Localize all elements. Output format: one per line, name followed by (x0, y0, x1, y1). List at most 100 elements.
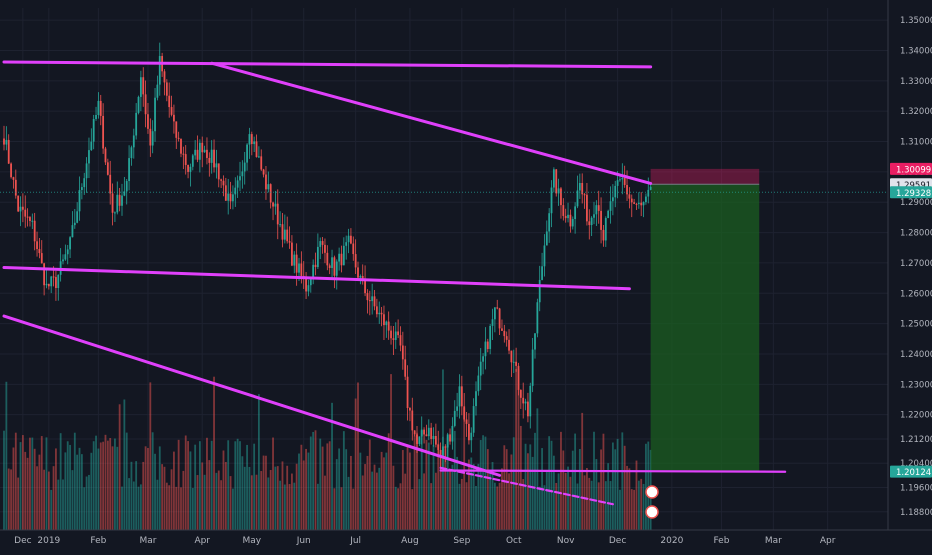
volume-bar (597, 482, 600, 530)
event-marker[interactable] (645, 505, 659, 519)
candle-body (78, 190, 81, 212)
volume-bar (527, 453, 529, 530)
candle-body (17, 195, 20, 212)
candle-body (142, 77, 145, 95)
price-tick-label: 1.23000 (900, 380, 932, 390)
candle-body (276, 203, 279, 225)
volume-bar (5, 381, 8, 530)
volume-bar (357, 382, 359, 530)
volume-bar (387, 433, 390, 530)
stop-loss-zone[interactable] (650, 168, 760, 185)
candle-body (366, 293, 369, 301)
volume-bar (99, 442, 102, 530)
candle-body (590, 217, 593, 226)
candle-body (106, 162, 109, 175)
candle-body (335, 261, 338, 276)
candle-body (288, 241, 291, 243)
volume-bar (331, 402, 333, 530)
volume-bar (121, 486, 123, 530)
candle-body (265, 174, 267, 190)
volume-bar (305, 448, 307, 530)
candle-body (232, 194, 234, 202)
candle-body (50, 276, 53, 287)
volume-bar (191, 488, 194, 530)
trendline[interactable] (439, 466, 614, 506)
trendline[interactable] (2, 314, 502, 477)
candle-body (475, 391, 477, 407)
volume-bar (609, 481, 612, 530)
candle-body (170, 107, 173, 115)
volume-bar (57, 479, 60, 530)
volume-bar (165, 482, 168, 530)
volume-bar (14, 432, 17, 530)
candle-body (434, 435, 437, 445)
volume-bar (505, 449, 508, 530)
volume-bar (328, 441, 331, 530)
candle-body (189, 166, 192, 172)
price-tick-label: 1.26000 (900, 289, 932, 299)
candle-body (411, 410, 414, 431)
volume-bar (562, 450, 565, 530)
candle-body (121, 195, 123, 206)
volume-bar (29, 437, 31, 530)
volume-bar (132, 481, 135, 530)
volume-bar (279, 480, 282, 530)
candle-body (76, 211, 79, 223)
volume-bar (21, 435, 24, 530)
price-badge-label: 1.29328 (896, 189, 931, 199)
volume-bar (26, 457, 29, 530)
candle-body (102, 115, 105, 149)
candle-body (383, 314, 385, 326)
trendline[interactable] (439, 469, 787, 473)
candle-body (57, 274, 60, 289)
volume-bar (217, 470, 220, 530)
candle-body (109, 174, 112, 194)
candle-body (420, 429, 423, 437)
volume-bar (437, 443, 440, 530)
volume-bar (496, 486, 499, 530)
volume-bar (475, 485, 477, 530)
volume-bar (385, 452, 388, 530)
volume-bar (194, 444, 197, 530)
volume-bar (545, 471, 548, 530)
volume-bar (590, 480, 593, 530)
volume-bar (55, 448, 57, 530)
volume-bar (567, 466, 569, 530)
volume-bar (368, 439, 371, 530)
trendline[interactable] (210, 61, 653, 185)
price-badge-label: 1.20124 (896, 468, 931, 478)
volume-bar (293, 482, 296, 530)
take-profit-zone[interactable] (650, 184, 760, 472)
candle-body (165, 82, 168, 96)
price-scale[interactable] (888, 0, 932, 550)
price-badge (890, 465, 932, 478)
candle-body (574, 206, 577, 220)
volume-bar (173, 451, 175, 530)
price-tick-label: 1.31000 (900, 138, 932, 148)
price-tick-label: 1.27000 (900, 259, 932, 269)
volume-bar (109, 438, 112, 530)
candle-body (378, 312, 381, 315)
volume-bar (557, 473, 560, 530)
price-tick-label: 1.28000 (900, 229, 932, 239)
candle-body (399, 335, 402, 346)
volume-bar (498, 482, 501, 530)
time-scale[interactable] (0, 530, 932, 550)
volume-bar (73, 432, 76, 530)
candle-body (468, 423, 470, 441)
volume-bar (224, 461, 227, 530)
candle-body (5, 139, 8, 145)
candle-body (373, 296, 376, 307)
trendline[interactable] (2, 265, 631, 291)
volume-bar (444, 446, 447, 530)
candle-body (239, 176, 241, 181)
candle-body (498, 308, 501, 329)
event-marker[interactable] (645, 485, 659, 499)
trendline[interactable] (2, 60, 653, 69)
volume-bar (302, 460, 305, 530)
candle-body (354, 254, 357, 268)
volume-bar (364, 464, 366, 530)
volume-bar (383, 457, 385, 530)
